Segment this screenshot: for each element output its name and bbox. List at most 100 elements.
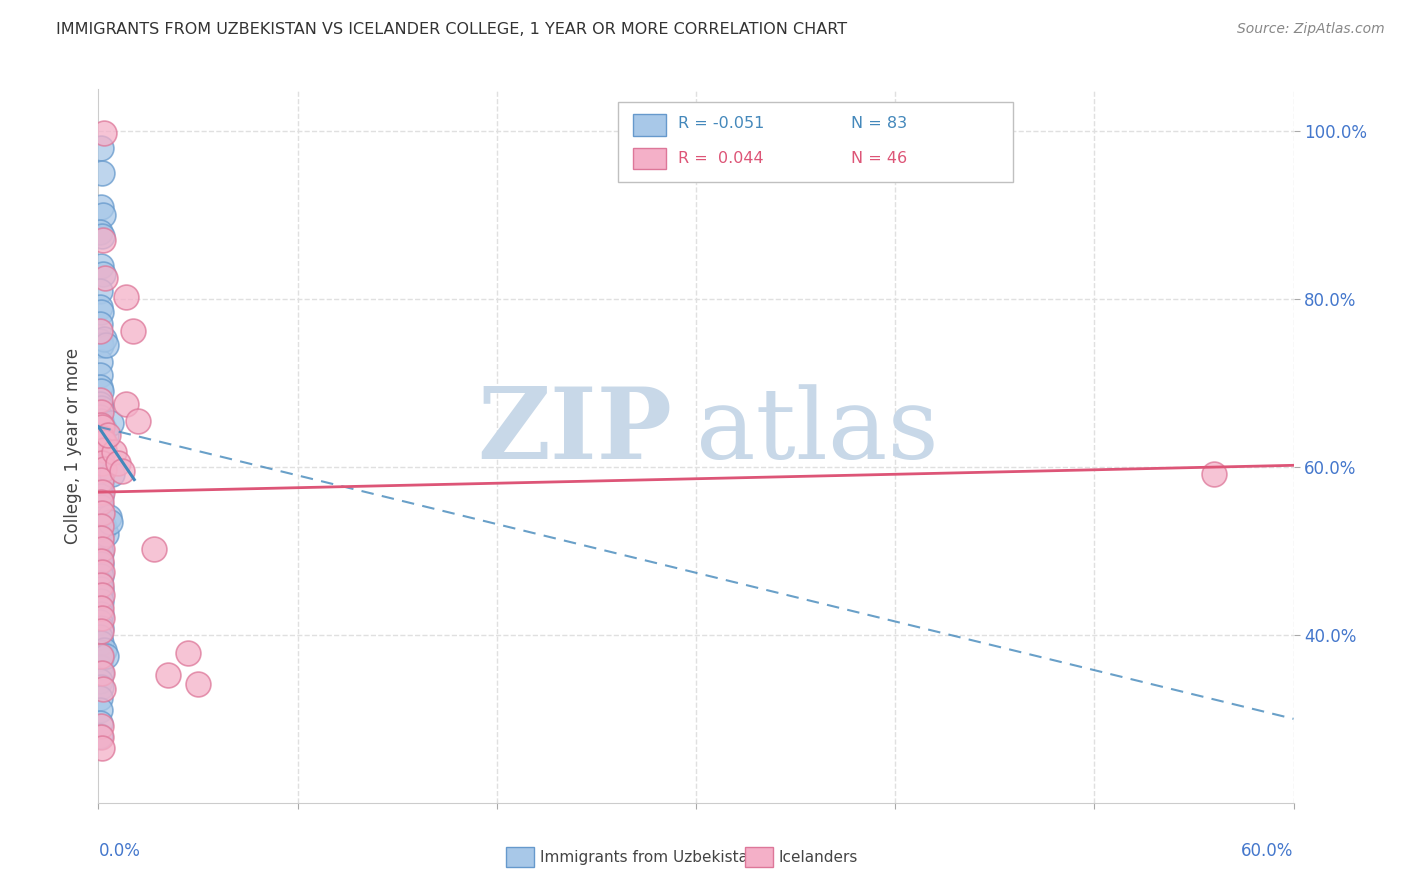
Point [89, 575, 111, 590]
Point [90, 582, 112, 596]
Text: 0.0%: 0.0% [98, 842, 141, 860]
Point [89, 716, 111, 731]
Point [91, 419, 114, 434]
Point [94, 527, 117, 541]
Point [177, 646, 200, 660]
Point [90, 558, 112, 572]
Point [91, 542, 114, 557]
Point [93, 682, 115, 697]
Point [90, 718, 112, 732]
Point [122, 324, 145, 338]
Point [94, 271, 117, 285]
Point [93, 643, 115, 657]
Point [97, 428, 120, 442]
Point [98, 510, 121, 524]
Text: 60.0%: 60.0% [1241, 842, 1294, 860]
FancyBboxPatch shape [619, 102, 1012, 182]
Point [143, 542, 166, 557]
Point [94, 428, 117, 442]
Point [93, 443, 115, 458]
Text: N = 46: N = 46 [852, 151, 907, 166]
Point [90, 417, 112, 432]
Point [90, 414, 112, 428]
Point [89, 409, 111, 424]
Point [89, 495, 111, 509]
Text: Icelanders: Icelanders [779, 850, 858, 864]
Point [93, 233, 115, 247]
Point [1202, 467, 1225, 481]
Point [89, 368, 111, 382]
Point [89, 334, 111, 348]
Point [187, 676, 209, 690]
Point [90, 533, 112, 548]
Point [91, 665, 114, 680]
Point [90, 428, 112, 442]
Y-axis label: College, 1 year or more: College, 1 year or more [65, 348, 83, 544]
Point [89, 703, 111, 717]
Point [89, 324, 111, 338]
Point [93, 422, 115, 436]
Point [93, 126, 115, 140]
Point [91, 518, 114, 533]
Point [90, 532, 112, 546]
Point [90, 141, 112, 155]
Point [90, 401, 112, 416]
Point [127, 414, 149, 428]
Point [89, 380, 111, 394]
Point [94, 338, 117, 352]
Point [89, 436, 111, 450]
Point [91, 229, 114, 244]
Point [89, 425, 111, 439]
Point [90, 259, 112, 273]
Point [101, 467, 124, 481]
Point [90, 569, 112, 583]
Point [96, 648, 118, 663]
Point [90, 384, 112, 399]
Point [115, 290, 138, 304]
Point [89, 460, 111, 475]
Point [89, 589, 111, 603]
Point [89, 645, 111, 659]
Point [89, 552, 111, 566]
Point [90, 680, 112, 694]
Point [89, 447, 111, 461]
Point [90, 665, 112, 680]
Point [89, 318, 111, 332]
Point [90, 200, 112, 214]
Point [107, 456, 129, 470]
Point [89, 601, 111, 615]
Point [93, 461, 115, 475]
Point [89, 506, 111, 520]
Point [89, 397, 111, 411]
Text: ZIP: ZIP [477, 384, 672, 480]
Text: atlas: atlas [696, 384, 939, 480]
Point [157, 668, 180, 682]
Point [90, 648, 112, 663]
Point [89, 392, 111, 407]
Point [90, 819, 112, 833]
Point [89, 473, 111, 487]
Point [89, 541, 111, 555]
Point [90, 650, 112, 665]
Point [90, 624, 112, 638]
Point [89, 615, 111, 630]
Point [111, 464, 134, 478]
Point [91, 611, 114, 625]
Point [91, 565, 114, 579]
Text: IMMIGRANTS FROM UZBEKISTAN VS ICELANDER COLLEGE, 1 YEAR OR MORE CORRELATION CHAR: IMMIGRANTS FROM UZBEKISTAN VS ICELANDER … [56, 22, 848, 37]
Point [89, 284, 111, 298]
Point [89, 690, 111, 705]
Point [93, 434, 115, 449]
Point [89, 674, 111, 689]
Point [93, 523, 115, 537]
Text: N = 83: N = 83 [852, 116, 907, 131]
Point [93, 332, 115, 346]
Text: Source: ZipAtlas.com: Source: ZipAtlas.com [1237, 22, 1385, 37]
Point [89, 660, 111, 674]
Point [115, 397, 138, 411]
Text: R = -0.051: R = -0.051 [678, 116, 765, 131]
Point [90, 304, 112, 318]
Point [90, 441, 112, 455]
Point [91, 166, 114, 180]
Point [90, 405, 112, 419]
